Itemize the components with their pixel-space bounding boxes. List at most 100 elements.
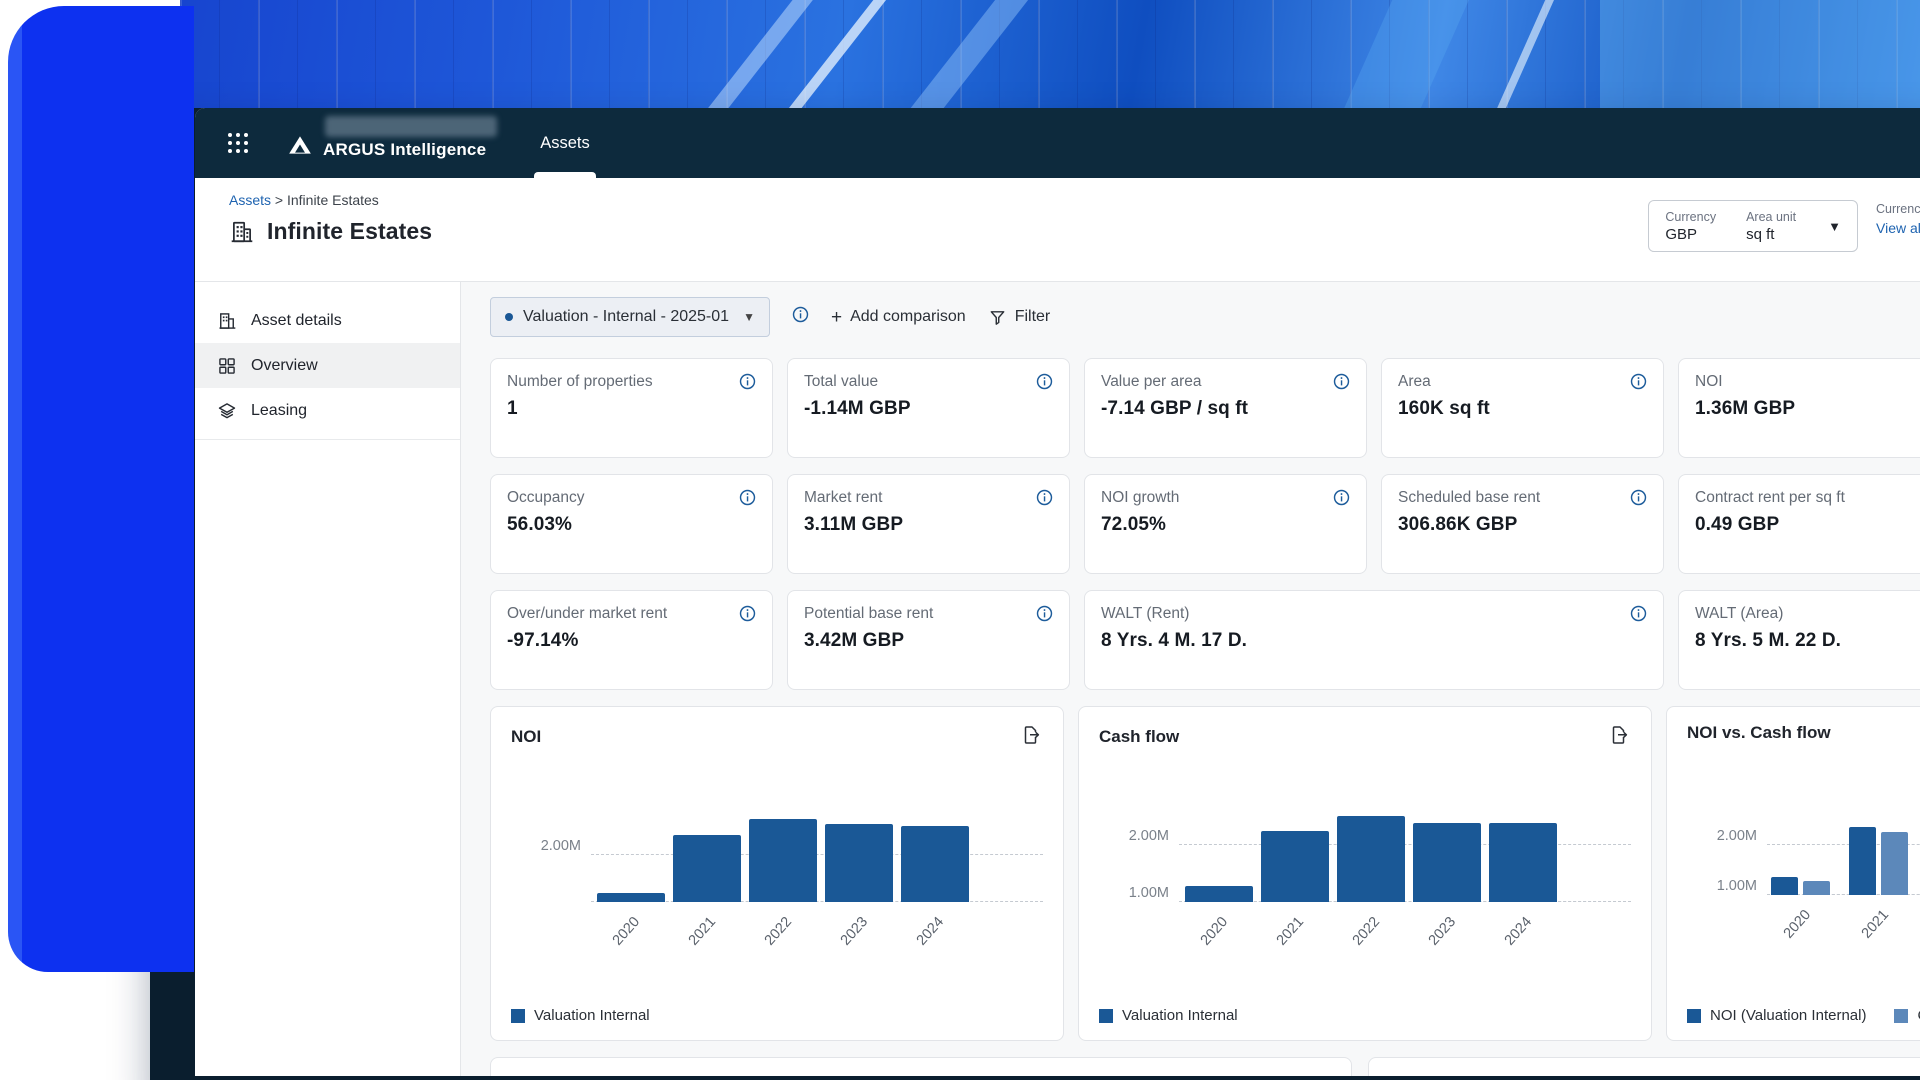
unit-selector[interactable]: Currency GBP Area unit sq ft ▼	[1648, 200, 1858, 252]
bar-group-2023: 2023	[1413, 772, 1481, 949]
bar-group-2020: 2020	[1770, 765, 1832, 942]
info-icon[interactable]	[739, 373, 756, 390]
y-axis-tick-label: 1.00M	[1128, 885, 1169, 901]
info-icon[interactable]	[792, 306, 809, 323]
x-axis-tick-label: 2022	[761, 914, 795, 949]
main-content: Valuation - Internal - 2025-01 ▼ + Add c…	[461, 282, 1920, 1076]
chart-legend: Valuation Internal	[1099, 1007, 1238, 1024]
tab-assets[interactable]: Assets	[534, 108, 596, 178]
kpi-card-market-rent: Market rent 3.11M GBP	[787, 474, 1070, 574]
info-icon[interactable]	[1036, 605, 1053, 622]
axis-baseline	[591, 901, 1043, 902]
bar-valuation-internal-2021[interactable]	[1261, 831, 1329, 902]
y-axis: 2.00M 1.00M	[1099, 772, 1179, 902]
bar-valuation-internal-2022[interactable]	[1337, 816, 1405, 902]
bar-valuation-internal-2021[interactable]	[673, 835, 741, 902]
page-header: Assets > Infinite Estates	[195, 178, 1920, 282]
legend-swatch-icon	[511, 1008, 525, 1023]
bar-group-2021: 2021	[673, 772, 741, 949]
toolbar: Valuation - Internal - 2025-01 ▼ + Add c…	[490, 296, 1920, 338]
chart-card-noi: NOI 2.00M 2020 2021	[490, 706, 1064, 1041]
kpi-card-occupancy: Occupancy 56.03%	[490, 474, 773, 574]
bar-valuation-internal-2024[interactable]	[1489, 823, 1557, 902]
blurred-tenant-name	[325, 116, 497, 137]
breadcrumb-assets-link[interactable]: Assets	[229, 192, 272, 208]
gridline	[1767, 894, 1920, 895]
building-icon	[231, 221, 253, 242]
building-panel	[1600, 0, 1920, 118]
bar-valuation-internal-2024[interactable]	[901, 826, 969, 902]
add-comparison-button[interactable]: + Add comparison	[830, 306, 966, 328]
bar-valuation-internal-2023[interactable]	[825, 824, 893, 902]
info-icon[interactable]	[739, 489, 756, 506]
kpi-card-noi-growth: NOI growth 72.05%	[1084, 474, 1367, 574]
legend-item: Valuation Internal	[1099, 1007, 1238, 1024]
bar-group-2021: 2021	[1261, 772, 1329, 949]
legend-item: NOI (Valuation Internal)	[1687, 1007, 1866, 1024]
argus-app-window: ARGUS Intelligence Assets Assets > Infin…	[195, 108, 1920, 1076]
info-icon[interactable]	[1333, 489, 1350, 506]
info-icon[interactable]	[1333, 373, 1350, 390]
y-axis: 2.00M	[511, 772, 591, 902]
kpi-card-walt-rent-: WALT (Rent) 8 Yrs. 4 M. 17 D.	[1084, 590, 1664, 690]
bar-noi-valuation-internal--2021[interactable]	[1848, 827, 1876, 895]
chart-card-noi-vs-cash-flow: NOI vs. Cash flow 2.00M 1.00M 2020 2021	[1666, 706, 1920, 1041]
chart-legend: Valuation Internal	[511, 1007, 650, 1024]
grid-icon	[219, 357, 235, 374]
sidebar-item-overview[interactable]: Overview	[195, 343, 460, 388]
legend-item: Cash flow (Valuation Internal)	[1894, 1007, 1920, 1024]
legend-item: Valuation Internal	[511, 1007, 650, 1024]
kpi-card-over-under-market-rent: Over/under market rent -97.14%	[490, 590, 773, 690]
x-axis-tick-label: 2024	[1501, 914, 1535, 949]
building-icon	[219, 312, 236, 329]
bar-group-2024: 2024	[901, 772, 969, 949]
filter-funnel-icon	[990, 310, 1005, 325]
scenario-dot-icon	[505, 313, 513, 321]
charts-row: NOI 2.00M 2020 2021	[490, 706, 1920, 1041]
blue-accent-shape	[8, 6, 194, 972]
x-axis-tick-label: 2023	[1425, 914, 1459, 949]
kpi-card-number-of-properties: Number of properties 1	[490, 358, 773, 458]
bar-group-2021: 2021	[1848, 765, 1910, 942]
bar-cash-flow-valuation-internal--2021[interactable]	[1880, 832, 1908, 895]
kpi-card-noi: NOI 1.36M GBP	[1678, 358, 1920, 458]
valuation-scenario-dropdown[interactable]: Valuation - Internal - 2025-01 ▼	[490, 297, 770, 337]
scenario-info-icon[interactable]	[792, 306, 809, 328]
bar-valuation-internal-2023[interactable]	[1413, 823, 1481, 902]
bar-valuation-internal-2020[interactable]	[1185, 886, 1253, 902]
chart-card-cash-flow: Cash flow 2.00M 1.00M 2020 2021	[1078, 706, 1652, 1041]
kpi-card-area: Area 160K sq ft	[1381, 358, 1664, 458]
bar-valuation-internal-2022[interactable]	[749, 819, 817, 902]
sidebar: Asset details Overview Leasing	[195, 282, 461, 1076]
view-all-link[interactable]: View all	[1876, 220, 1920, 236]
info-icon[interactable]	[1036, 373, 1053, 390]
filter-button[interactable]: Filter	[988, 308, 1050, 327]
bar-cash-flow-valuation-internal--2020[interactable]	[1802, 881, 1830, 895]
info-icon[interactable]	[1630, 489, 1647, 506]
gridline	[591, 854, 1043, 855]
area-unit-selector: Area unit sq ft	[1746, 209, 1797, 243]
bar-valuation-internal-2020[interactable]	[597, 893, 665, 902]
info-icon[interactable]	[1036, 489, 1053, 506]
export-icon	[1024, 726, 1040, 744]
kpi-card-value-per-area: Value per area -7.14 GBP / sq ft	[1084, 358, 1367, 458]
kpi-grid: Number of properties 1 Total value -1.14…	[490, 358, 1920, 690]
chart-card-annual-resale: Annual resale	[1368, 1057, 1920, 1076]
x-axis-tick-label: 2021	[1273, 914, 1307, 949]
x-axis-tick-label: 2021	[1858, 907, 1893, 942]
bar-noi-valuation-internal--2020[interactable]	[1770, 877, 1798, 895]
info-icon[interactable]	[1630, 605, 1647, 622]
info-icon[interactable]	[739, 605, 756, 622]
sidebar-item-leasing[interactable]: Leasing	[195, 388, 460, 433]
export-chart-button[interactable]	[1607, 723, 1631, 750]
sidebar-item-asset-details[interactable]: Asset details	[195, 298, 460, 343]
bar-group-2022: 2022	[1337, 772, 1405, 949]
info-icon[interactable]	[1630, 373, 1647, 390]
app-grid-icon[interactable]	[225, 130, 251, 156]
active-tab-indicator	[534, 172, 596, 178]
y-axis-tick-label: 2.00M	[1128, 828, 1169, 844]
export-chart-button[interactable]	[1019, 723, 1043, 750]
brand-block: ARGUS Intelligence	[287, 116, 497, 160]
